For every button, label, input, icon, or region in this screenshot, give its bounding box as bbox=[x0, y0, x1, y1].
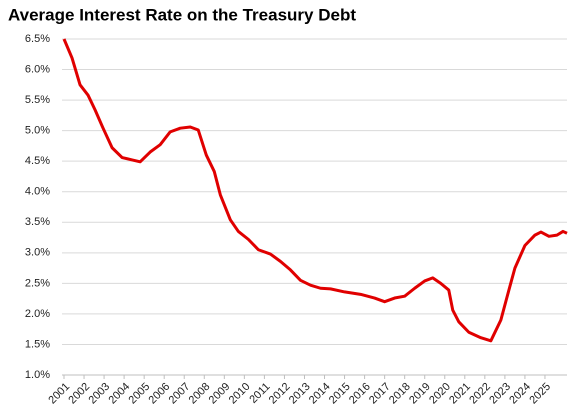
x-tick-label: 2014 bbox=[307, 381, 333, 407]
x-tick-label: 2011 bbox=[247, 381, 272, 406]
x-tick-label: 2018 bbox=[387, 381, 413, 407]
x-tick-label: 2010 bbox=[227, 381, 253, 407]
y-tick-label: 1.5% bbox=[25, 338, 50, 350]
y-tick-label: 2.0% bbox=[25, 308, 50, 320]
x-tick-label: 2009 bbox=[207, 381, 233, 407]
x-tick-label: 2020 bbox=[427, 381, 453, 407]
y-tick-label: 4.0% bbox=[25, 186, 50, 198]
y-tick-label: 5.5% bbox=[25, 94, 50, 106]
x-tick-label: 2005 bbox=[127, 381, 153, 407]
x-tick-label: 2001 bbox=[46, 381, 72, 407]
chart-title: Average Interest Rate on the Treasury De… bbox=[8, 5, 356, 24]
x-tick-label: 2015 bbox=[327, 381, 353, 407]
x-tick-label: 2007 bbox=[167, 381, 193, 407]
x-tick-label: 2022 bbox=[467, 381, 493, 407]
x-tick-label: 2002 bbox=[66, 381, 92, 407]
x-tick-label: 2017 bbox=[367, 381, 393, 407]
x-tick-label: 2016 bbox=[347, 381, 373, 407]
y-tick-label: 3.0% bbox=[25, 247, 50, 259]
x-tick-label: 2012 bbox=[267, 381, 293, 407]
y-tick-label: 5.0% bbox=[25, 125, 50, 137]
y-tick-label: 4.5% bbox=[25, 155, 50, 167]
x-tick-label: 2025 bbox=[527, 381, 553, 407]
x-tick-label: 2013 bbox=[287, 381, 313, 407]
x-tick-label: 2021 bbox=[447, 381, 473, 407]
y-tick-label: 2.5% bbox=[25, 277, 50, 289]
x-tick-label: 2008 bbox=[187, 381, 213, 407]
x-tick-label: 2023 bbox=[487, 381, 513, 407]
x-tick-label: 2019 bbox=[407, 381, 433, 407]
y-tick-label: 3.5% bbox=[25, 216, 50, 228]
y-tick-label: 1.0% bbox=[25, 369, 50, 381]
x-tick-label: 2006 bbox=[147, 381, 173, 407]
x-tick-label: 2004 bbox=[107, 381, 133, 407]
x-tick-label: 2024 bbox=[507, 381, 533, 407]
y-tick-label: 6.5% bbox=[25, 33, 50, 45]
data-line bbox=[62, 38, 568, 343]
y-tick-label: 6.0% bbox=[25, 63, 50, 75]
x-tick-label: 2003 bbox=[86, 381, 112, 407]
